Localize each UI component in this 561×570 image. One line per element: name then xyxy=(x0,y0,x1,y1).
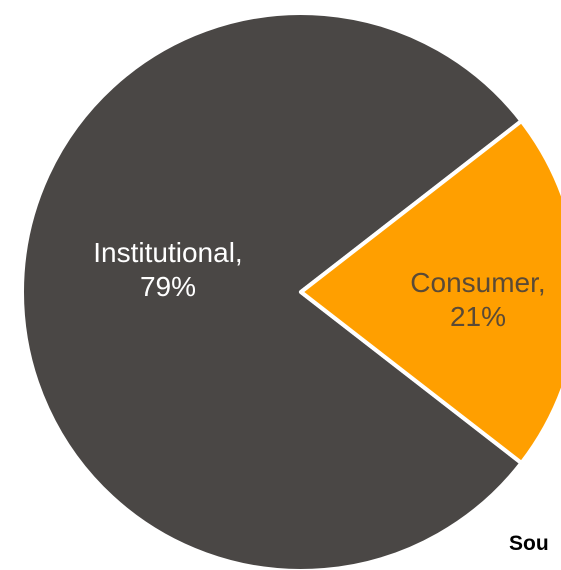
pie-slices xyxy=(19,11,561,570)
pie-label-institutional: Institutional, 79% xyxy=(93,237,242,302)
pie-slice-consumer xyxy=(299,119,561,465)
pie-label-consumer: Consumer, 21% xyxy=(410,267,545,332)
pie-labels: Institutional, 79% Consumer, 21% xyxy=(93,237,545,332)
pie-slice-institutional xyxy=(19,11,524,570)
source-caption: Sou xyxy=(509,532,549,555)
